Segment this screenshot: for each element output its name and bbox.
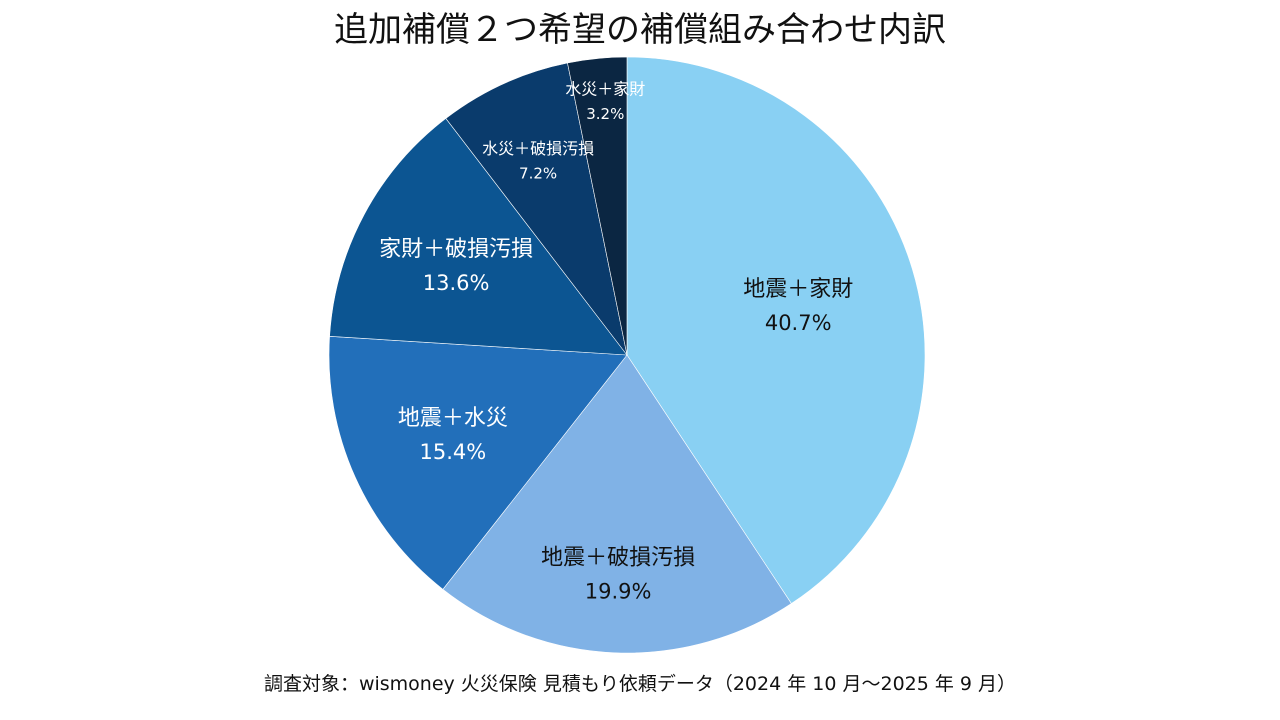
pie-slice-1: [626, 56, 926, 604]
slice-category-label-4: 家財＋破損汚損: [379, 237, 533, 262]
slice-value-label-1: 40.7%: [765, 311, 832, 335]
slice-value-label-4: 13.6%: [423, 271, 490, 295]
pie-slices: [328, 56, 926, 654]
chart-title: 追加補償２つ希望の補償組み合わせ内訳: [334, 10, 946, 50]
slice-value-label-2: 19.9%: [585, 580, 652, 604]
pie-slice-3: [328, 335, 628, 590]
pie-slice-6: [567, 56, 628, 356]
slice-category-label-2: 地震＋破損汚損: [541, 546, 695, 571]
slice-category-label-3: 地震＋水災: [398, 406, 508, 431]
slice-category-label-6: 水災＋家財: [565, 79, 645, 98]
slice-labels: 地震＋家財 40.7% 地震＋破損汚損 19.9% 地震＋水災 15.4% 家財＋破損汚損 1…: [379, 79, 853, 603]
pie-slice-2: [442, 354, 792, 654]
slice-value-label-3: 15.4%: [420, 440, 487, 464]
slice-category-label-1: 地震＋家財: [743, 277, 853, 302]
source-note: 調査対象：wismoney 火災保険 見積もり依頼データ（2024 年 10 月…: [263, 673, 1017, 695]
slice-value-label-6: 3.2%: [586, 105, 624, 123]
slice-category-label-5: 水災＋破損汚損: [482, 139, 594, 158]
pie-slice-4: [329, 117, 628, 356]
pie-slice-5: [445, 62, 628, 356]
slice-value-label-5: 7.2%: [519, 165, 557, 183]
